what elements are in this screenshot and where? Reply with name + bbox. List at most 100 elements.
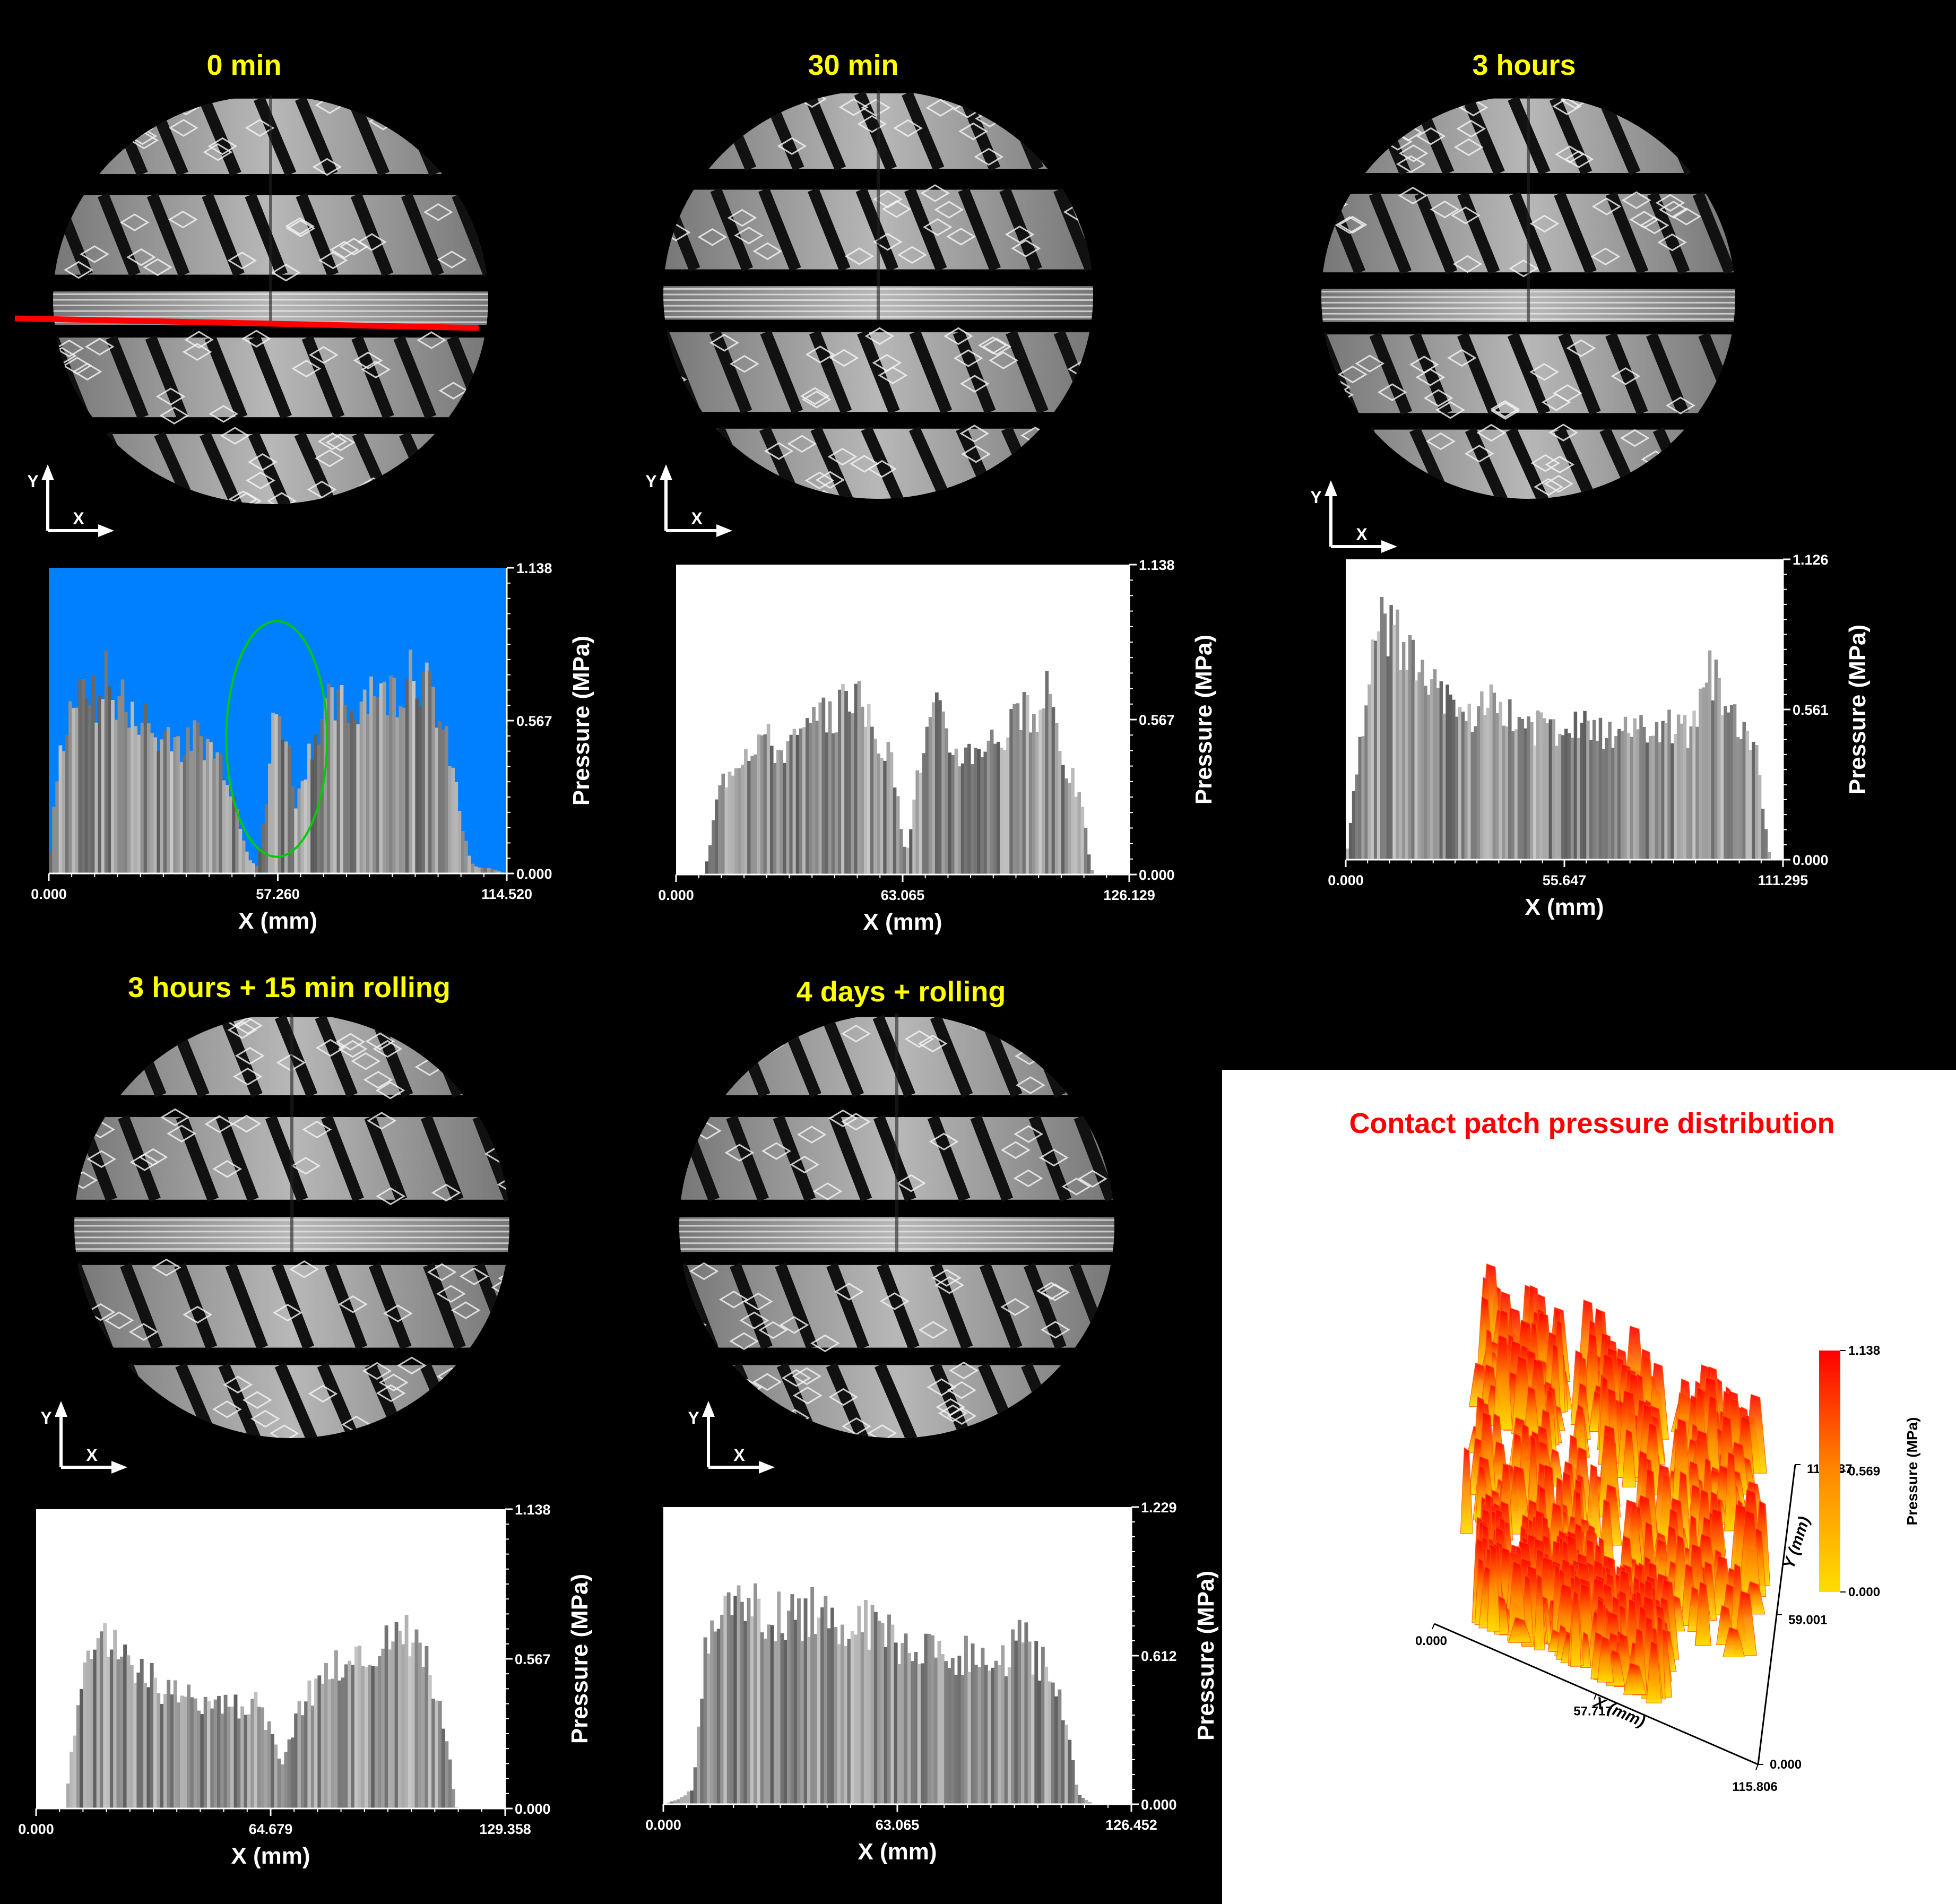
pressure-bar [980,757,984,875]
tread-groove [249,335,292,420]
sipe [1564,150,1594,168]
pressure-bar [70,1752,74,1808]
tread-groove [930,1363,973,1438]
sipe [307,480,337,499]
pressure-bar [1636,729,1640,860]
sipe [1077,1170,1107,1188]
tread-groove [225,1262,268,1350]
sipe [679,1316,707,1334]
pressure-bar [314,1678,318,1808]
pressure-bar [1514,729,1518,860]
sipe [1666,396,1695,414]
pressure-bar [143,1682,147,1808]
pressure-bar [834,1627,838,1804]
pressure-spike [1597,1635,1614,1683]
y-tick-label: 1.138 [1139,557,1175,573]
sipe [419,451,449,469]
pressure-bar [197,1710,201,1808]
y-axis-label: Pressure (MPa) [1191,635,1217,804]
colorbar-tick-label: 0.000 [1848,1585,1880,1599]
pressure-bar [1592,720,1596,860]
tread-groove [274,1363,317,1438]
sipe [383,1304,413,1322]
pressure-bar [187,1684,191,1808]
tread-groove [174,1262,218,1350]
pressure-bar [297,1701,301,1808]
pressure-bar [1661,721,1665,860]
pressure-bar [1417,672,1421,860]
pressure-bar [428,671,432,873]
pressure-bar [80,1689,83,1808]
sipe [1081,112,1093,131]
x-axis-label: X (mm) [863,909,942,935]
pressure-bar [757,734,761,875]
tread-groove [274,1015,318,1098]
pressure-bar [1749,750,1752,860]
tire-footprint [74,1014,509,1438]
pressure-bar [1077,792,1081,875]
pressure-bar [264,804,269,873]
pressure-bar [284,741,288,873]
pressure-bar [1483,714,1487,860]
pressure-bar [109,1649,114,1808]
axis-indicator-30min: YX [645,464,732,537]
pressure-bar [1380,596,1384,860]
x-axis-label: X (mm) [1525,894,1604,920]
pressure-bar [129,1665,134,1808]
pressure-bar [461,831,465,873]
sipe [361,360,391,379]
sipe [273,1303,302,1322]
pressure-bar [780,1633,784,1804]
x-axis-label: X (mm) [238,908,317,934]
pressure-bar [706,1654,711,1804]
sipe [378,1373,409,1392]
tread-groove [295,96,338,177]
pressure-bar [227,1707,231,1808]
pressure-bar [780,750,783,875]
tread-groove [908,426,952,499]
tread-groove [1369,191,1412,275]
pressure-bar [940,1654,945,1804]
pressure-bar [397,1630,402,1808]
pressure-bar [945,728,948,875]
x-tick-label: 114.520 [481,886,532,902]
pressure-bar [362,689,367,873]
sipe [235,1046,265,1065]
pressure-bar [183,754,187,873]
pressure-bar [428,1675,432,1808]
x-arrow-head [98,524,114,537]
tire-image-3hours-rolling [74,1014,509,1438]
sipe [958,122,989,141]
pressure-bar [213,1699,218,1808]
sipe [1119,1047,1120,1063]
pressure-bar [743,1621,748,1804]
sipe [1104,1416,1114,1435]
sipe [291,359,322,378]
pressure-bar [767,1624,771,1804]
x-tick-label: 111.295 [1758,872,1808,888]
pressure-bar [700,1699,704,1804]
pressure-bar [1446,685,1449,860]
pressure-bar [1377,631,1381,860]
pressure-bar [974,747,977,875]
sipe [1005,226,1035,244]
pressure-bar [1348,823,1353,860]
pressure-bar [229,796,232,873]
x-axis-letter: X [1356,525,1368,544]
sipe [1456,119,1486,138]
pressure-bar [983,751,988,875]
pressure-bar [99,1631,103,1808]
sipe [176,1014,206,1028]
sipe [367,1112,397,1130]
y-tick-label: 1.138 [516,560,552,576]
pressure-bar [840,1624,844,1804]
sipe [841,1024,871,1043]
sipe [696,1025,726,1043]
pressure-bar [435,728,439,873]
tire-footprint [1321,96,1735,499]
tread-groove [401,193,444,277]
sipe [502,1023,509,1041]
pressure-bar [1489,684,1493,860]
pressure-bar [103,1623,107,1808]
